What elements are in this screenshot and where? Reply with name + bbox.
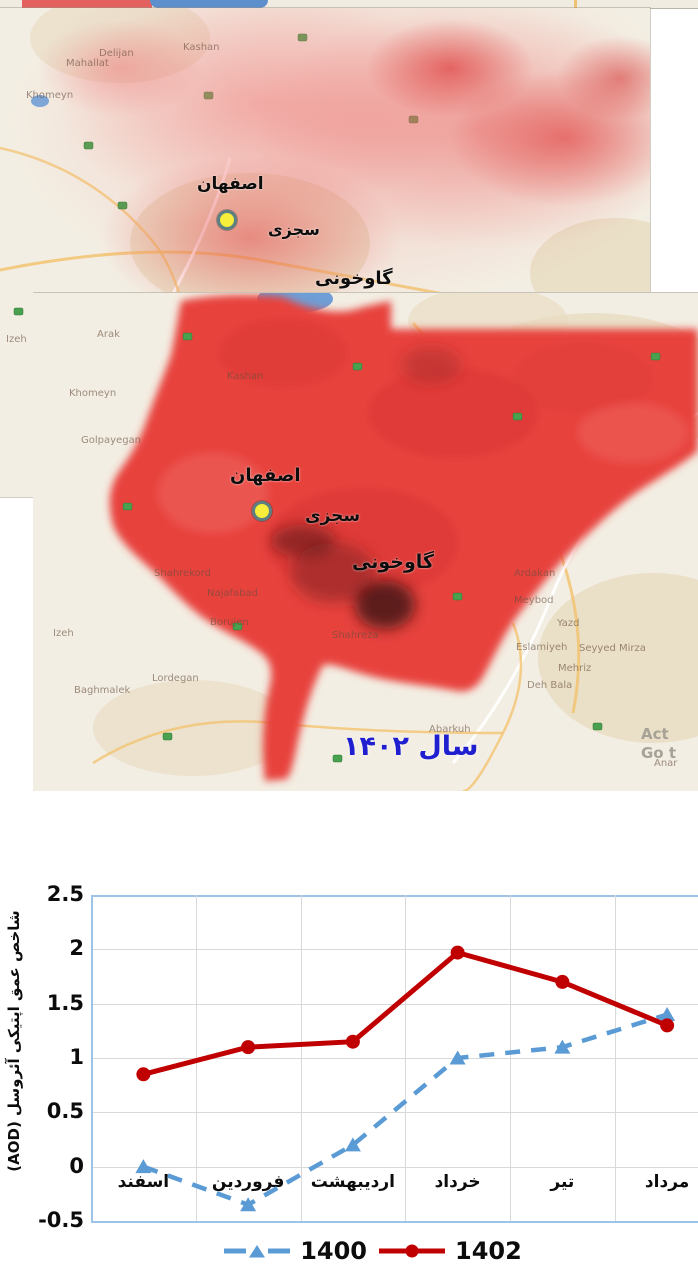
faint-city-label: Deh Bala — [527, 680, 573, 691]
x-category-label: فروردین — [211, 1172, 285, 1192]
faint-city-label: Abarkuh — [429, 724, 471, 735]
faint-city-label: Lordegan — [152, 673, 199, 684]
gridline-vertical — [300, 895, 302, 1221]
gridline-horizontal — [91, 1112, 698, 1114]
map-watermark: Act Go t — [641, 725, 676, 763]
map2-sejzi-marker — [252, 501, 272, 521]
y-tick-label: 0.5 — [46, 1099, 84, 1124]
faint-city-label: Baghmalek — [74, 685, 131, 696]
data-point-1400 — [344, 1137, 361, 1152]
faint-city-label: Anar — [654, 758, 678, 769]
data-point-1402 — [450, 945, 465, 960]
legend-1402-line-circle-marker — [379, 1244, 445, 1258]
data-point-1402 — [660, 1018, 675, 1033]
x-category-label: اسفند — [117, 1172, 170, 1192]
data-point-1402 — [555, 974, 570, 989]
y-tick-label: 2 — [69, 936, 84, 961]
faint-city-label: Izeh — [53, 628, 74, 639]
faint-city-label: Arak — [97, 329, 120, 340]
gridline-horizontal — [91, 949, 698, 951]
y-axis-line — [91, 895, 93, 1223]
gridline-horizontal — [91, 1221, 698, 1223]
series-line-1400 — [142, 1012, 668, 1208]
series-line-1402 — [142, 949, 669, 1077]
map1-label-isfahan: اصفهان — [197, 174, 264, 194]
gridline-vertical — [195, 895, 197, 1221]
data-point-1400 — [240, 1197, 257, 1212]
faint-city-label: Mahallat — [66, 58, 109, 69]
y-tick-label: 1.5 — [46, 990, 84, 1015]
gridline-horizontal — [91, 1166, 698, 1168]
faint-city-label: Delijan — [99, 48, 134, 59]
faint-city-label: Kashan — [183, 42, 220, 53]
x-category-label: اردیبهشت — [310, 1172, 395, 1192]
faint-city-label: Yazd — [557, 618, 580, 629]
faint-city-label: Eslamiyeh — [516, 642, 568, 653]
x-category-label: خرداد — [434, 1172, 481, 1192]
gridline-vertical — [510, 895, 511, 1221]
faint-city-label: Ardakan — [514, 568, 556, 579]
legend-item-1402: 1402 — [377, 1237, 522, 1265]
map1-label-sejzi: سجزی — [268, 220, 320, 239]
map-1402: Arak Kashan Khomeyn Golpayegan Shahrekord Naj… — [33, 292, 698, 791]
map1-sejzi-marker — [217, 210, 237, 230]
strip-heat-patch — [22, 0, 152, 8]
map2-basemap — [92, 293, 698, 791]
data-point-1400 — [659, 1007, 676, 1022]
faint-city-label: Kashan — [227, 371, 264, 382]
map2-year-caption: سال ۱۴۰۲ — [343, 731, 479, 762]
faint-city-label: Golpayegan — [81, 435, 142, 446]
data-point-1402 — [345, 1034, 360, 1049]
x-category-label: تیر — [550, 1172, 575, 1192]
data-point-1400 — [449, 1050, 466, 1065]
faint-city-label: Seyyed Mirza — [579, 643, 646, 654]
map2-label-isfahan: اصفهان — [230, 465, 301, 486]
faint-city-label: Meybod — [514, 595, 554, 606]
y-tick-label: -0.5 — [38, 1208, 84, 1232]
strip-road — [574, 0, 577, 8]
data-point-1402 — [136, 1067, 151, 1082]
gridline-vertical — [405, 895, 407, 1221]
data-point-1402 — [241, 1040, 256, 1055]
chart-legend: 1400 1402 — [0, 1237, 698, 1265]
data-point-1400 — [554, 1039, 571, 1054]
data-point-1400 — [135, 1159, 152, 1174]
faint-city-label: Shahreza — [332, 630, 379, 641]
map2-label-gavkhouni: گاوخونی — [352, 551, 434, 573]
y-tick-label: 1 — [69, 1045, 84, 1069]
legend-1400-dashed-triangle-marker — [224, 1245, 291, 1258]
x-category-label: مرداد — [644, 1172, 690, 1192]
faint-city-label: Khomeyn — [26, 90, 74, 101]
faint-city-label: Najafabad — [207, 588, 258, 599]
gridline-horizontal — [91, 895, 698, 897]
legend-item-1400: 1400 — [222, 1237, 367, 1265]
strip-lake — [150, 0, 268, 8]
faint-city-label: Shahrekord — [154, 568, 212, 579]
y-tick-label: 0 — [69, 1153, 84, 1178]
map-watermark-line2: Go t — [641, 744, 677, 762]
map1-label-gavkhouni: گاوخونی — [315, 268, 393, 289]
faint-city-label: Khomeyn — [69, 388, 117, 399]
map-watermark-line1: Act — [641, 725, 669, 743]
faint-city-label: Mehriz — [558, 663, 592, 674]
faint-city-label: Borujen — [210, 617, 249, 628]
gridline-horizontal — [91, 1058, 698, 1059]
y-tick-label: 2.5 — [46, 882, 84, 906]
legend-1402-label: 1402 — [455, 1237, 522, 1265]
map2-label-sejzi: سجزی — [305, 506, 361, 526]
gridline-vertical — [614, 895, 616, 1221]
legend-1400-label: 1400 — [300, 1237, 367, 1265]
faint-city-label: Izeh — [6, 334, 27, 345]
